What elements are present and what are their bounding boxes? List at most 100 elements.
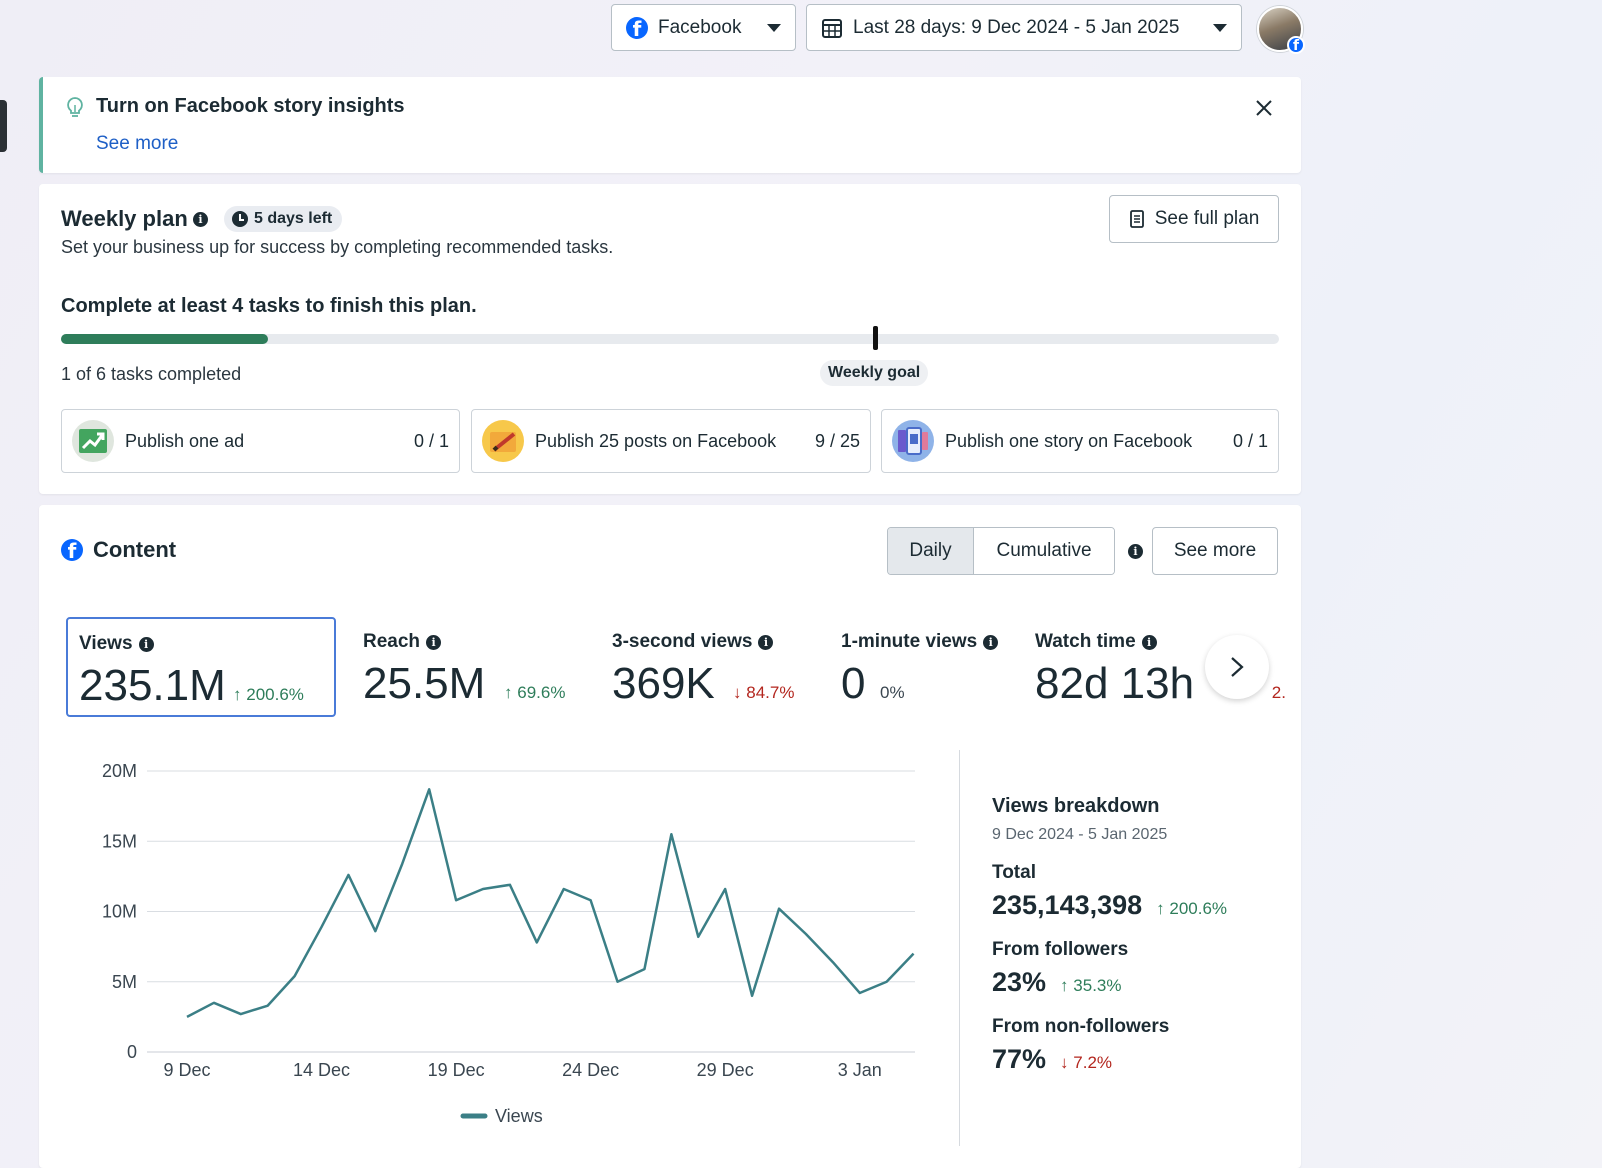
chart-svg: 0 5M 10M 15M 20M 9 Dec 14 Dec 19 Dec 24 Dec 29 De… [102, 761, 915, 1126]
task-progress: 0 / 1 [1232, 430, 1268, 451]
lightbulb-icon [67, 97, 83, 117]
date-range-dropdown[interactable]: Last 28 days: 9 Dec 2024 - 5 Jan 2025 [806, 4, 1242, 51]
info-icon[interactable]: i [138, 636, 154, 652]
trend-chart-icon [72, 420, 114, 462]
task-publish-story[interactable]: Publish one story on Facebook 0 / 1 [881, 409, 1279, 473]
change-text: 7.2% [1073, 1053, 1113, 1072]
calendar-icon [822, 18, 842, 38]
content-title: Content [93, 537, 177, 562]
metric-label-text: 3-second views [612, 631, 753, 652]
info-icon[interactable]: i [193, 212, 208, 227]
metric-views[interactable]: Views i 235.1M ↑ 200.6% [66, 617, 336, 717]
metric-change-text: 84.7% [746, 683, 795, 702]
platform-dropdown[interactable]: f Facebook [611, 4, 796, 51]
change-text: 35.3% [1073, 976, 1122, 995]
breakdown-title: Views breakdown [992, 795, 1160, 817]
see-full-plan-label: See full plan [1154, 208, 1260, 229]
breakdown-total-value: 235,143,398 [992, 890, 1143, 920]
weekly-goal-label: Weekly goal [820, 360, 929, 386]
y-tick-label: 5M [112, 972, 137, 992]
weekly-plan-title: Weekly plan [61, 206, 188, 231]
task-publish-ad[interactable]: Publish one ad 0 / 1 [61, 409, 460, 473]
weekly-plan-subtitle: Set your business up for success by comp… [61, 237, 614, 257]
weekly-plan-card: Weekly plan i 5 days left Set your busin… [39, 184, 1301, 494]
y-tick-label: 15M [102, 831, 137, 851]
metric-label: Watch time i [1035, 631, 1157, 653]
views-line-chart: 0 5M 10M 15M 20M 9 Dec 14 Dec 19 Dec 24 Dec 29 De… [61, 741, 931, 1151]
metric-value: 82d 13h [1035, 659, 1195, 708]
info-icon[interactable]: i [983, 634, 999, 650]
metric-1-minute-views[interactable]: 1-minute views i 0 0% [830, 617, 1020, 717]
story-insights-banner: Turn on Facebook story insights See more [39, 77, 1301, 173]
metric-watch-time[interactable]: Watch time i 82d 13h [1024, 617, 1254, 717]
close-icon[interactable] [1251, 95, 1277, 121]
metric-label-text: 1-minute views [841, 631, 978, 652]
facebook-icon: f [61, 539, 83, 563]
breakdown-date: 9 Dec 2024 - 5 Jan 2025 [992, 826, 1168, 843]
phone-story-icon [892, 420, 934, 462]
banner-see-more-link[interactable]: See more [96, 133, 179, 154]
info-icon[interactable]: i [1141, 634, 1157, 650]
breakdown-nonfollowers-change: ↓ 7.2% [1060, 1053, 1113, 1072]
task-progress: 0 / 1 [413, 430, 449, 451]
views-breakdown: Views breakdown 9 Dec 2024 - 5 Jan 2025 … [992, 795, 1227, 1075]
platform-label: Facebook [658, 16, 742, 38]
y-tick-label: 10M [102, 902, 137, 922]
x-tick-label: 29 Dec [697, 1060, 754, 1080]
side-panel-handle[interactable] [0, 100, 7, 152]
facebook-badge-icon: f [1287, 36, 1305, 54]
content-header: f Content [61, 537, 176, 563]
account-avatar[interactable]: f [1257, 6, 1305, 54]
metric-value: 0 [841, 659, 866, 708]
breakdown-total-label: Total [992, 862, 1036, 883]
x-tick-label: 19 Dec [428, 1060, 485, 1080]
notebook-icon [1129, 210, 1144, 228]
metric-change: ↓ 84.7% [733, 683, 795, 702]
info-icon[interactable]: i [1128, 544, 1143, 559]
metric-label-text: Views [79, 633, 133, 654]
metric-3-second-views[interactable]: 3-second views i 369K ↓ 84.7% [601, 617, 831, 717]
metric-change: ↑ 69.6% [504, 683, 566, 702]
facebook-icon: f [626, 16, 648, 41]
info-icon[interactable]: i [426, 634, 442, 650]
breakdown-total-change: ↑ 200.6% [1156, 899, 1228, 918]
task-publish-posts[interactable]: Publish 25 posts on Facebook 9 / 25 [471, 409, 871, 473]
metric-value: 235.1M [79, 661, 226, 710]
divider [959, 750, 960, 1146]
breakdown-followers-value: 23% [992, 967, 1047, 997]
caret-down-icon [767, 23, 781, 32]
weekly-goal-marker [873, 326, 878, 350]
breakdown-followers-label: From followers [992, 939, 1129, 960]
change-text: 200.6% [1169, 899, 1228, 918]
daily-toggle-button[interactable]: Daily [888, 528, 974, 574]
metric-label-text: Watch time [1035, 631, 1136, 652]
chevron-right-icon [1231, 657, 1244, 677]
content-see-more-button[interactable]: See more [1152, 527, 1278, 575]
x-tick-label: 24 Dec [562, 1060, 619, 1080]
info-icon[interactable]: i [758, 634, 774, 650]
cumulative-toggle-button[interactable]: Cumulative [974, 528, 1114, 574]
metric-label-text: Reach [363, 631, 421, 652]
metric-label: Reach i [363, 631, 442, 653]
clock-icon [232, 211, 248, 227]
plan-progress-bar [61, 334, 1279, 344]
plan-goal-text: Complete at least 4 tasks to finish this… [61, 295, 477, 317]
breakdown-followers-change: ↑ 35.3% [1060, 976, 1122, 995]
breakdown-nonfollowers-label: From non-followers [992, 1016, 1170, 1037]
tasks-completed-text: 1 of 6 tasks completed [61, 364, 242, 384]
days-left-text: 5 days left [254, 210, 333, 227]
x-tick-label: 3 Jan [838, 1060, 882, 1080]
metric-value: 369K [612, 659, 715, 708]
y-tick-label: 20M [102, 761, 137, 781]
metric-value: 25.5M [363, 659, 486, 708]
metric-reach[interactable]: Reach i 25.5M ↑ 69.6% [352, 617, 592, 717]
metric-label: Views i [79, 633, 154, 655]
see-full-plan-button[interactable]: See full plan [1109, 195, 1279, 243]
x-tick-label: 14 Dec [293, 1060, 350, 1080]
series-line-views [186, 788, 915, 1018]
pencil-note-icon [482, 420, 524, 462]
task-label: Publish 25 posts on Facebook [535, 430, 777, 451]
metric-change: 0% [880, 683, 905, 702]
next-metrics-button[interactable] [1205, 635, 1269, 699]
legend-label: Views [495, 1106, 543, 1126]
